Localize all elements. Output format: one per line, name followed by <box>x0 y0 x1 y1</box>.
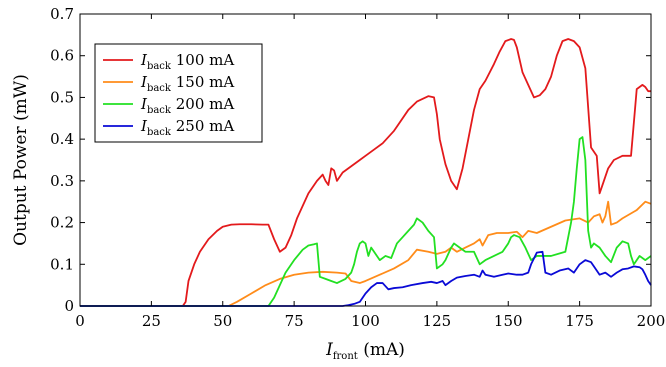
legend-label-value: 100 mA <box>171 51 234 69</box>
y-tick-label: 0.7 <box>50 5 74 23</box>
y-axis-title: Output Power (mW) <box>11 74 31 246</box>
series-line-3 <box>80 136 652 307</box>
y-tick-label: 0 <box>64 297 74 315</box>
y-tick-label: 0.5 <box>50 88 74 106</box>
legend-label: Iback 100 mA <box>140 51 234 72</box>
series-line-2 <box>80 200 652 307</box>
series-line-1 <box>80 38 651 307</box>
y-tick-label: 0.2 <box>50 214 74 232</box>
legend-label: Iback 200 mA <box>140 95 234 116</box>
legend-label-value: 200 mA <box>171 95 234 113</box>
x-tick-label: 150 <box>494 312 523 330</box>
x-tick-label: 125 <box>423 312 452 330</box>
y-tick-label: 0.3 <box>50 172 74 190</box>
legend-label-main: I <box>140 117 148 135</box>
x-tick-label: 25 <box>142 312 161 330</box>
x-tick-label: 200 <box>637 312 666 330</box>
x-axis-title-main: I <box>325 340 333 360</box>
legend-label-value: 250 mA <box>171 117 234 135</box>
legend-label: Iback 150 mA <box>140 73 234 94</box>
y-tick-label: 0.6 <box>50 47 74 65</box>
series-line-4 <box>80 250 652 307</box>
legend-label-sub: back <box>147 61 172 72</box>
legend-label-sub: back <box>147 127 172 138</box>
legend-label-sub: back <box>147 105 172 116</box>
legend-label-sub: back <box>147 83 172 94</box>
x-tick-label: 75 <box>285 312 304 330</box>
series-layer <box>80 38 652 307</box>
legend-label-value: 150 mA <box>171 73 234 91</box>
x-axis-title-sub: front <box>333 351 358 362</box>
x-axis-title-unit: (mA) <box>358 340 405 360</box>
y-tick-label: 0.1 <box>50 255 74 273</box>
y-tick-label: 0.4 <box>50 130 74 148</box>
x-axis-title: Ifront (mA) <box>325 340 405 362</box>
legend-label-main: I <box>140 73 148 91</box>
x-tick-label: 0 <box>75 312 85 330</box>
x-tick-label: 100 <box>351 312 380 330</box>
ticks-layer: 0 25 50 75 100 125 150 175 200 0 0.1 0.2 0.3 0.4 0.5 0.… <box>50 5 665 330</box>
x-tick-label: 50 <box>213 312 232 330</box>
legend-label: Iback 250 mA <box>140 117 234 138</box>
legend-label-main: I <box>140 95 148 113</box>
legend-label-main: I <box>140 51 148 69</box>
x-tick-label: 175 <box>565 312 594 330</box>
